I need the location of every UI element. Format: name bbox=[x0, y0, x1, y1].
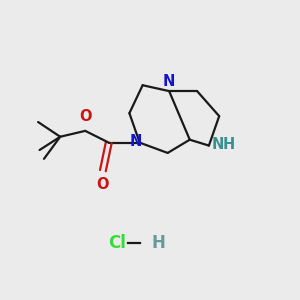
Text: H: H bbox=[152, 234, 165, 252]
Text: O: O bbox=[79, 110, 92, 124]
Text: N: N bbox=[130, 134, 142, 149]
Text: N: N bbox=[211, 137, 224, 152]
Text: H: H bbox=[223, 137, 235, 152]
Text: N: N bbox=[163, 74, 175, 89]
Text: Cl: Cl bbox=[109, 234, 126, 252]
Text: O: O bbox=[97, 177, 109, 192]
